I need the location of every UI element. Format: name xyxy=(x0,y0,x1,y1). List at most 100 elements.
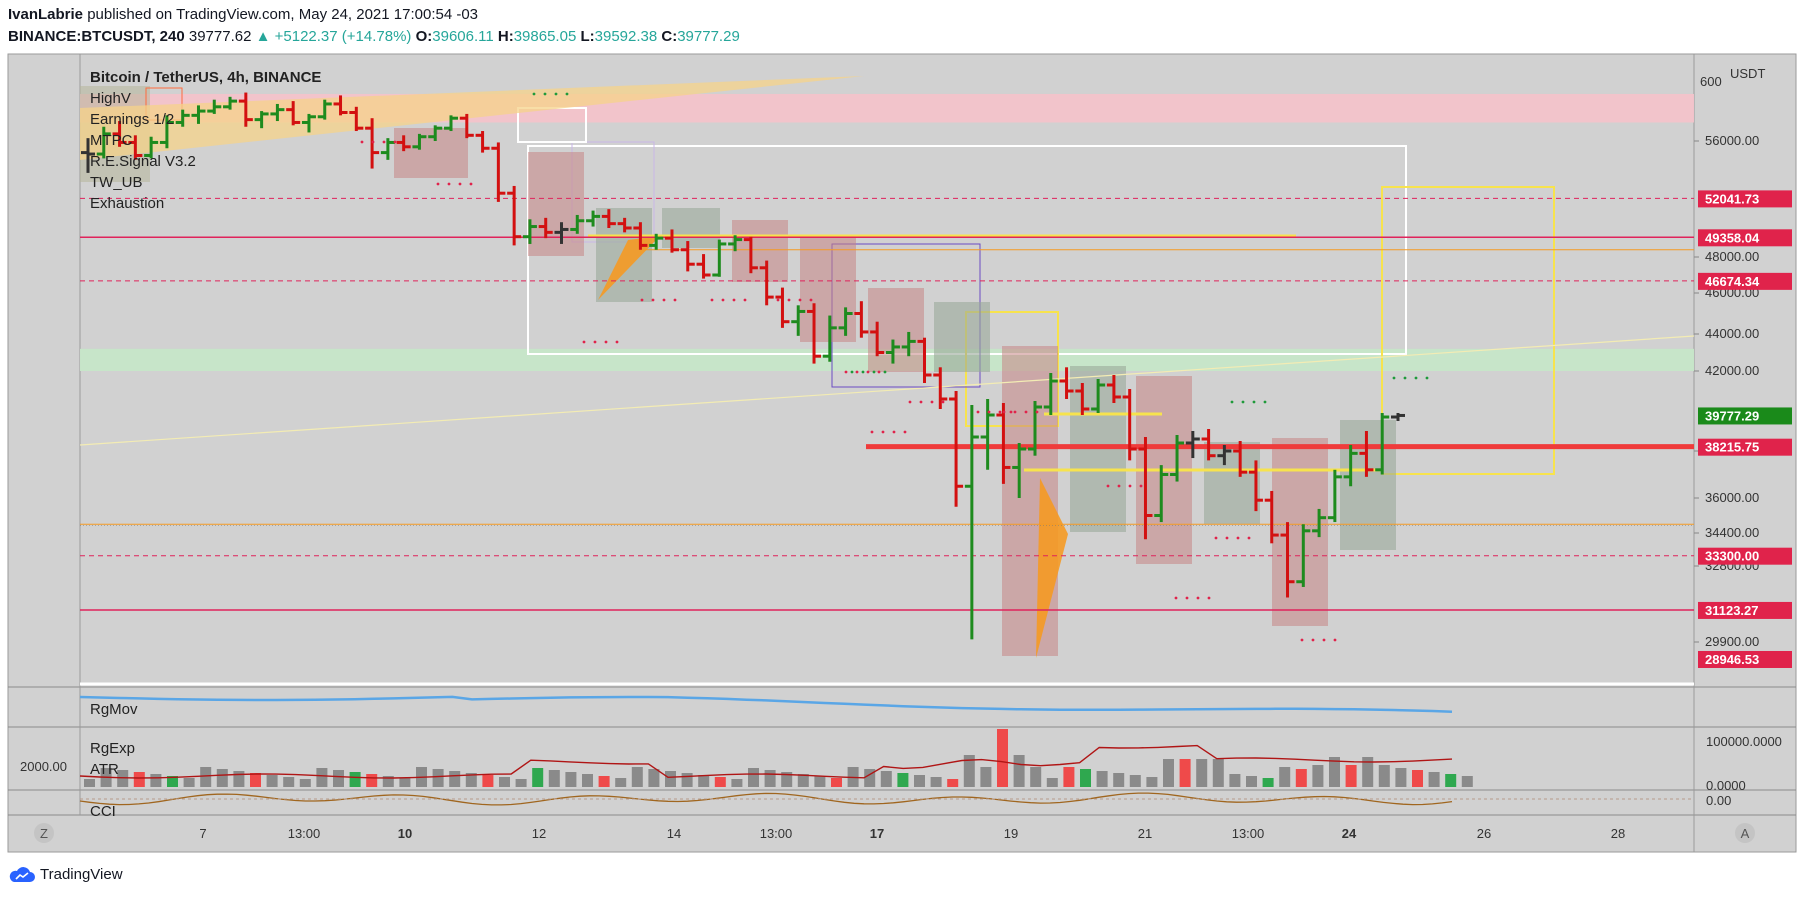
price-label-text: 49358.04 xyxy=(1705,230,1760,245)
auto-scale-button[interactable]: A xyxy=(1735,823,1755,843)
signal-dot xyxy=(903,430,907,434)
volume-bar xyxy=(1212,759,1224,787)
volume-top-value: 100000.0000 xyxy=(1706,734,1782,749)
signal-dot xyxy=(930,400,934,404)
legend-indicator[interactable]: MTPC xyxy=(90,132,133,149)
indicator-panes xyxy=(79,695,1694,806)
tradingview-logo[interactable]: TradingView xyxy=(8,866,123,883)
volume-bar xyxy=(1345,765,1357,787)
signal-dot xyxy=(565,92,569,96)
signal-dot xyxy=(798,298,802,302)
volume-bar xyxy=(432,769,444,787)
signal-dot xyxy=(1263,400,1267,404)
signal-dot xyxy=(866,370,870,374)
volume-bar xyxy=(216,769,228,787)
volume-bar xyxy=(897,773,909,787)
volume-bar xyxy=(565,772,577,787)
signal-dot xyxy=(532,92,536,96)
signal-dot xyxy=(877,370,881,374)
ohlc-line: BINANCE:BTCUSDT, 240 39777.62 ▲ +5122.37… xyxy=(8,28,740,45)
volume-bar xyxy=(465,773,477,787)
legend-indicator[interactable]: R.E.Signal V3.2 xyxy=(90,153,196,170)
volume-bar xyxy=(980,767,992,787)
legend-indicator[interactable]: TW_UB xyxy=(90,174,143,191)
chart-frame xyxy=(7,53,1797,853)
price-axis[interactable]: 56000.0048000.0046000.0044000.0042000.00… xyxy=(1694,133,1792,668)
volume-bar xyxy=(615,778,627,787)
volume-bar xyxy=(914,775,925,787)
open-label: O: xyxy=(415,28,433,45)
author-name[interactable]: IvanLabrie xyxy=(8,6,84,23)
price-tick-label: 36000.00 xyxy=(1705,490,1759,505)
price-tick-label: 44000.00 xyxy=(1705,326,1759,341)
volume-bar xyxy=(482,775,494,787)
signal-dot xyxy=(721,298,725,302)
green-zone-box xyxy=(934,302,990,372)
last-price: 39777.62 xyxy=(188,28,252,45)
volume-bar xyxy=(831,778,842,787)
time-tick-label: 21 xyxy=(1138,826,1152,841)
volume-bar xyxy=(1229,774,1241,787)
volume-zero-value: 0.0000 xyxy=(1706,778,1746,793)
price-label-text: 52041.73 xyxy=(1705,191,1759,206)
legend-indicator[interactable]: Earnings 1/2 xyxy=(90,111,174,128)
signal-dot xyxy=(640,298,644,302)
signal-dot xyxy=(1247,536,1251,540)
rgmov-label[interactable]: RgMov xyxy=(90,701,138,718)
volume-bar xyxy=(1129,775,1141,787)
volume-bar xyxy=(1013,755,1025,787)
brand-name: TradingView xyxy=(40,866,123,883)
volume-bar xyxy=(548,770,560,787)
volume-bar xyxy=(963,755,975,787)
price-label-text: 46674.34 xyxy=(1705,274,1760,289)
zoom-reset-button[interactable]: Z xyxy=(34,823,54,843)
signal-dot xyxy=(1425,376,1429,380)
signal-dot xyxy=(1185,596,1189,600)
signal-dot xyxy=(604,340,608,344)
time-tick-label: 17 xyxy=(870,826,884,841)
rising-trendline xyxy=(79,335,1695,446)
signal-dot xyxy=(861,370,865,374)
volume-bar xyxy=(731,779,743,787)
volume-bar xyxy=(582,774,593,787)
legend-indicator[interactable]: HighV xyxy=(90,90,131,107)
volume-bar xyxy=(1428,772,1440,787)
signal-dot xyxy=(987,410,991,414)
signal-dot xyxy=(1322,638,1326,642)
signal-dot xyxy=(710,298,714,302)
symbol-label: BINANCE:BTCUSDT, 240 xyxy=(8,28,185,45)
signal-dot xyxy=(941,400,945,404)
high-label: H: xyxy=(497,28,514,45)
volume-bar xyxy=(681,773,693,787)
chart-legend: Bitcoin / TetherUS, 4h, BINANCE HighV Ea… xyxy=(90,69,321,212)
rgexp-label[interactable]: RgExp xyxy=(90,740,135,757)
signal-dot xyxy=(855,370,859,374)
price-label-badge xyxy=(1698,407,1792,425)
volume-bar xyxy=(117,770,129,787)
signal-dot xyxy=(1252,400,1256,404)
signal-dot xyxy=(1009,410,1013,414)
legend-indicator[interactable]: Exhaustion xyxy=(90,195,164,212)
high-value: 39865.05 xyxy=(513,28,577,45)
time-axis[interactable]: 7 13:00 10 12 14 13:00 17 19 21 13:00 24 26 28 xyxy=(199,826,1625,841)
signal-dot xyxy=(1035,410,1039,414)
volume-bar xyxy=(183,778,195,787)
cci-label[interactable]: CCI xyxy=(90,803,116,820)
volume-bar xyxy=(167,776,178,787)
time-tick-label: 24 xyxy=(1342,826,1357,841)
price-label-badge xyxy=(1698,190,1792,208)
volume-bar xyxy=(947,779,959,787)
time-tick-label: 13:00 xyxy=(288,826,321,841)
time-tick-label: 26 xyxy=(1477,826,1491,841)
signal-dot xyxy=(1403,376,1407,380)
atr-label[interactable]: ATR xyxy=(90,761,119,778)
signal-dot xyxy=(1311,638,1315,642)
trend-lines xyxy=(79,76,1695,658)
volume-bar xyxy=(1163,759,1174,787)
price-label-badge xyxy=(1698,229,1792,247)
volume-bar xyxy=(997,729,1008,787)
signal-dot xyxy=(919,400,923,404)
volume-bar xyxy=(366,774,378,787)
signal-dot xyxy=(844,370,848,374)
